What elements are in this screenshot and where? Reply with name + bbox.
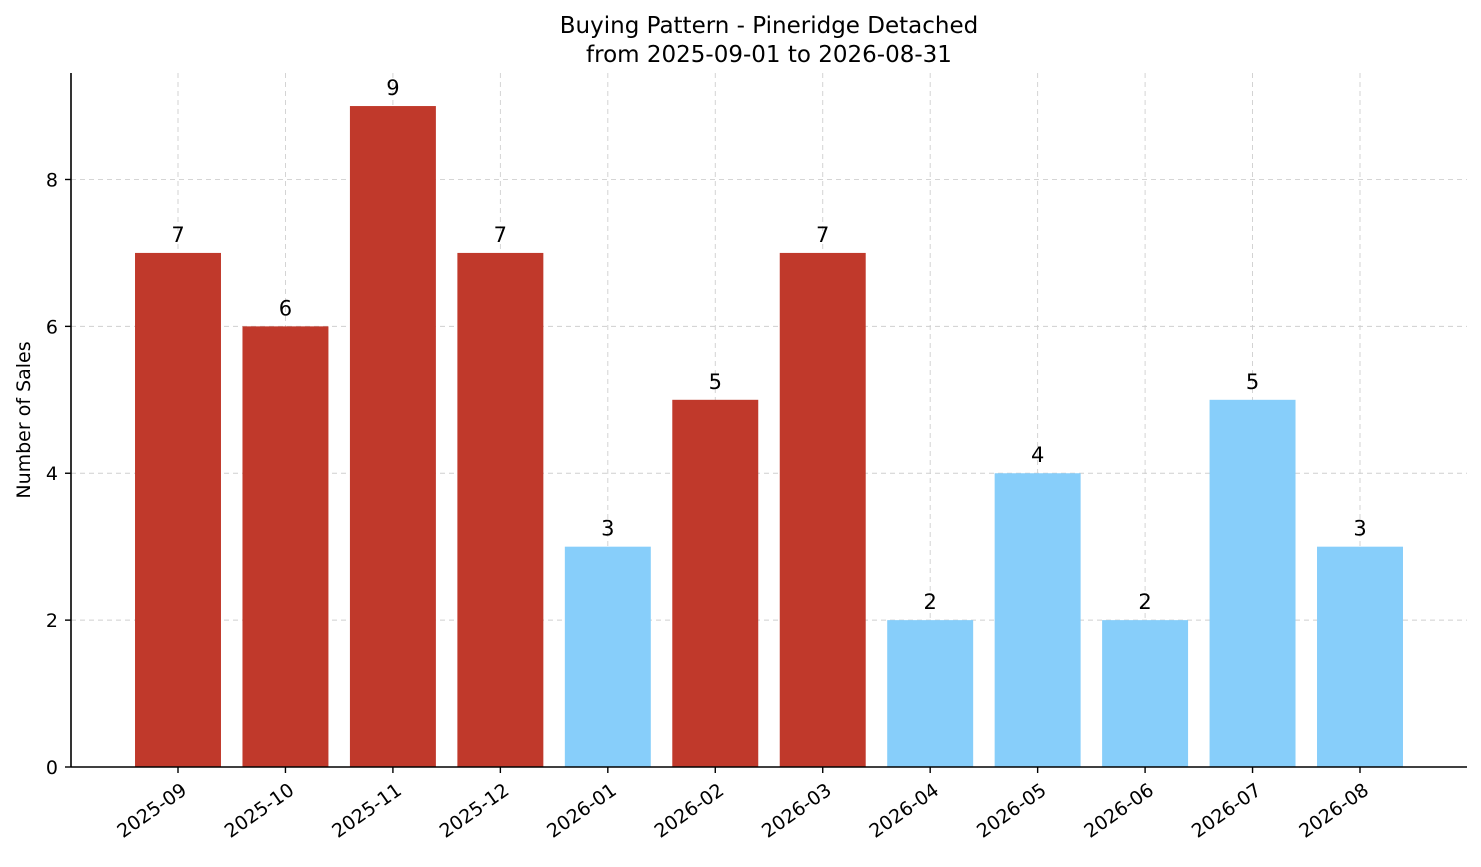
bar-value-label: 3 [1353,517,1366,541]
bar-value-label: 7 [816,223,829,247]
x-tick-label: 2026-05 [973,779,1051,843]
x-tick-label: 2026-02 [650,779,728,843]
bar [457,252,544,768]
y-tick-label: 2 [46,610,58,632]
bar-value-label: 2 [1138,590,1151,614]
bar [779,252,866,768]
x-tick-label: 2025-10 [221,779,299,843]
x-ticks: 2025-09 2025-10 2025-11 2025-12 2026-01 2026-… [113,767,1373,843]
bar [887,620,974,767]
bar-value-label: 2 [923,590,936,614]
x-tick-label: 2025-11 [328,779,406,843]
chart-title: Buying Pattern - Pineridge Detached [560,13,978,39]
bar-value-label: 7 [494,223,507,247]
bar [564,546,651,767]
bar-value-label: 6 [279,296,292,320]
bar [672,399,759,767]
bar [135,252,221,768]
bar [1317,546,1403,767]
x-tick-label: 2025-12 [436,779,514,843]
bar [1102,620,1189,767]
bar-value-label: 3 [601,517,614,541]
y-ticks: 0 2 4 6 8 [46,169,71,779]
y-tick-label: 8 [46,169,58,191]
bar-value-label: 5 [709,370,722,394]
bar-value-label: 4 [1031,443,1044,467]
x-tick-label: 2026-03 [758,779,836,843]
axes [70,73,1467,768]
x-tick-label: 2026-07 [1188,779,1266,843]
chart-subtitle: from 2025-09-01 to 2026-08-31 [586,42,952,68]
x-tick-label: 2026-04 [865,779,943,843]
x-tick-label: 2025-09 [113,779,191,843]
y-tick-label: 6 [46,316,58,338]
bar [242,326,329,767]
bar-value-label: 9 [386,76,399,100]
x-tick-label: 2026-08 [1295,779,1373,843]
x-tick-label: 2026-01 [543,779,621,843]
bars [135,106,1403,768]
bar-value-label: 5 [1246,370,1259,394]
bar [994,473,1081,767]
bar [1209,399,1296,767]
y-tick-label: 0 [46,757,58,779]
y-tick-label: 4 [46,463,58,485]
data-labels: 7 6 9 7 3 5 7 2 4 2 5 3 [171,76,1366,614]
x-tick-label: 2026-06 [1080,779,1158,843]
bar-value-label: 7 [171,223,184,247]
y-axis-label: Number of Sales [13,341,35,498]
bar [349,106,436,768]
